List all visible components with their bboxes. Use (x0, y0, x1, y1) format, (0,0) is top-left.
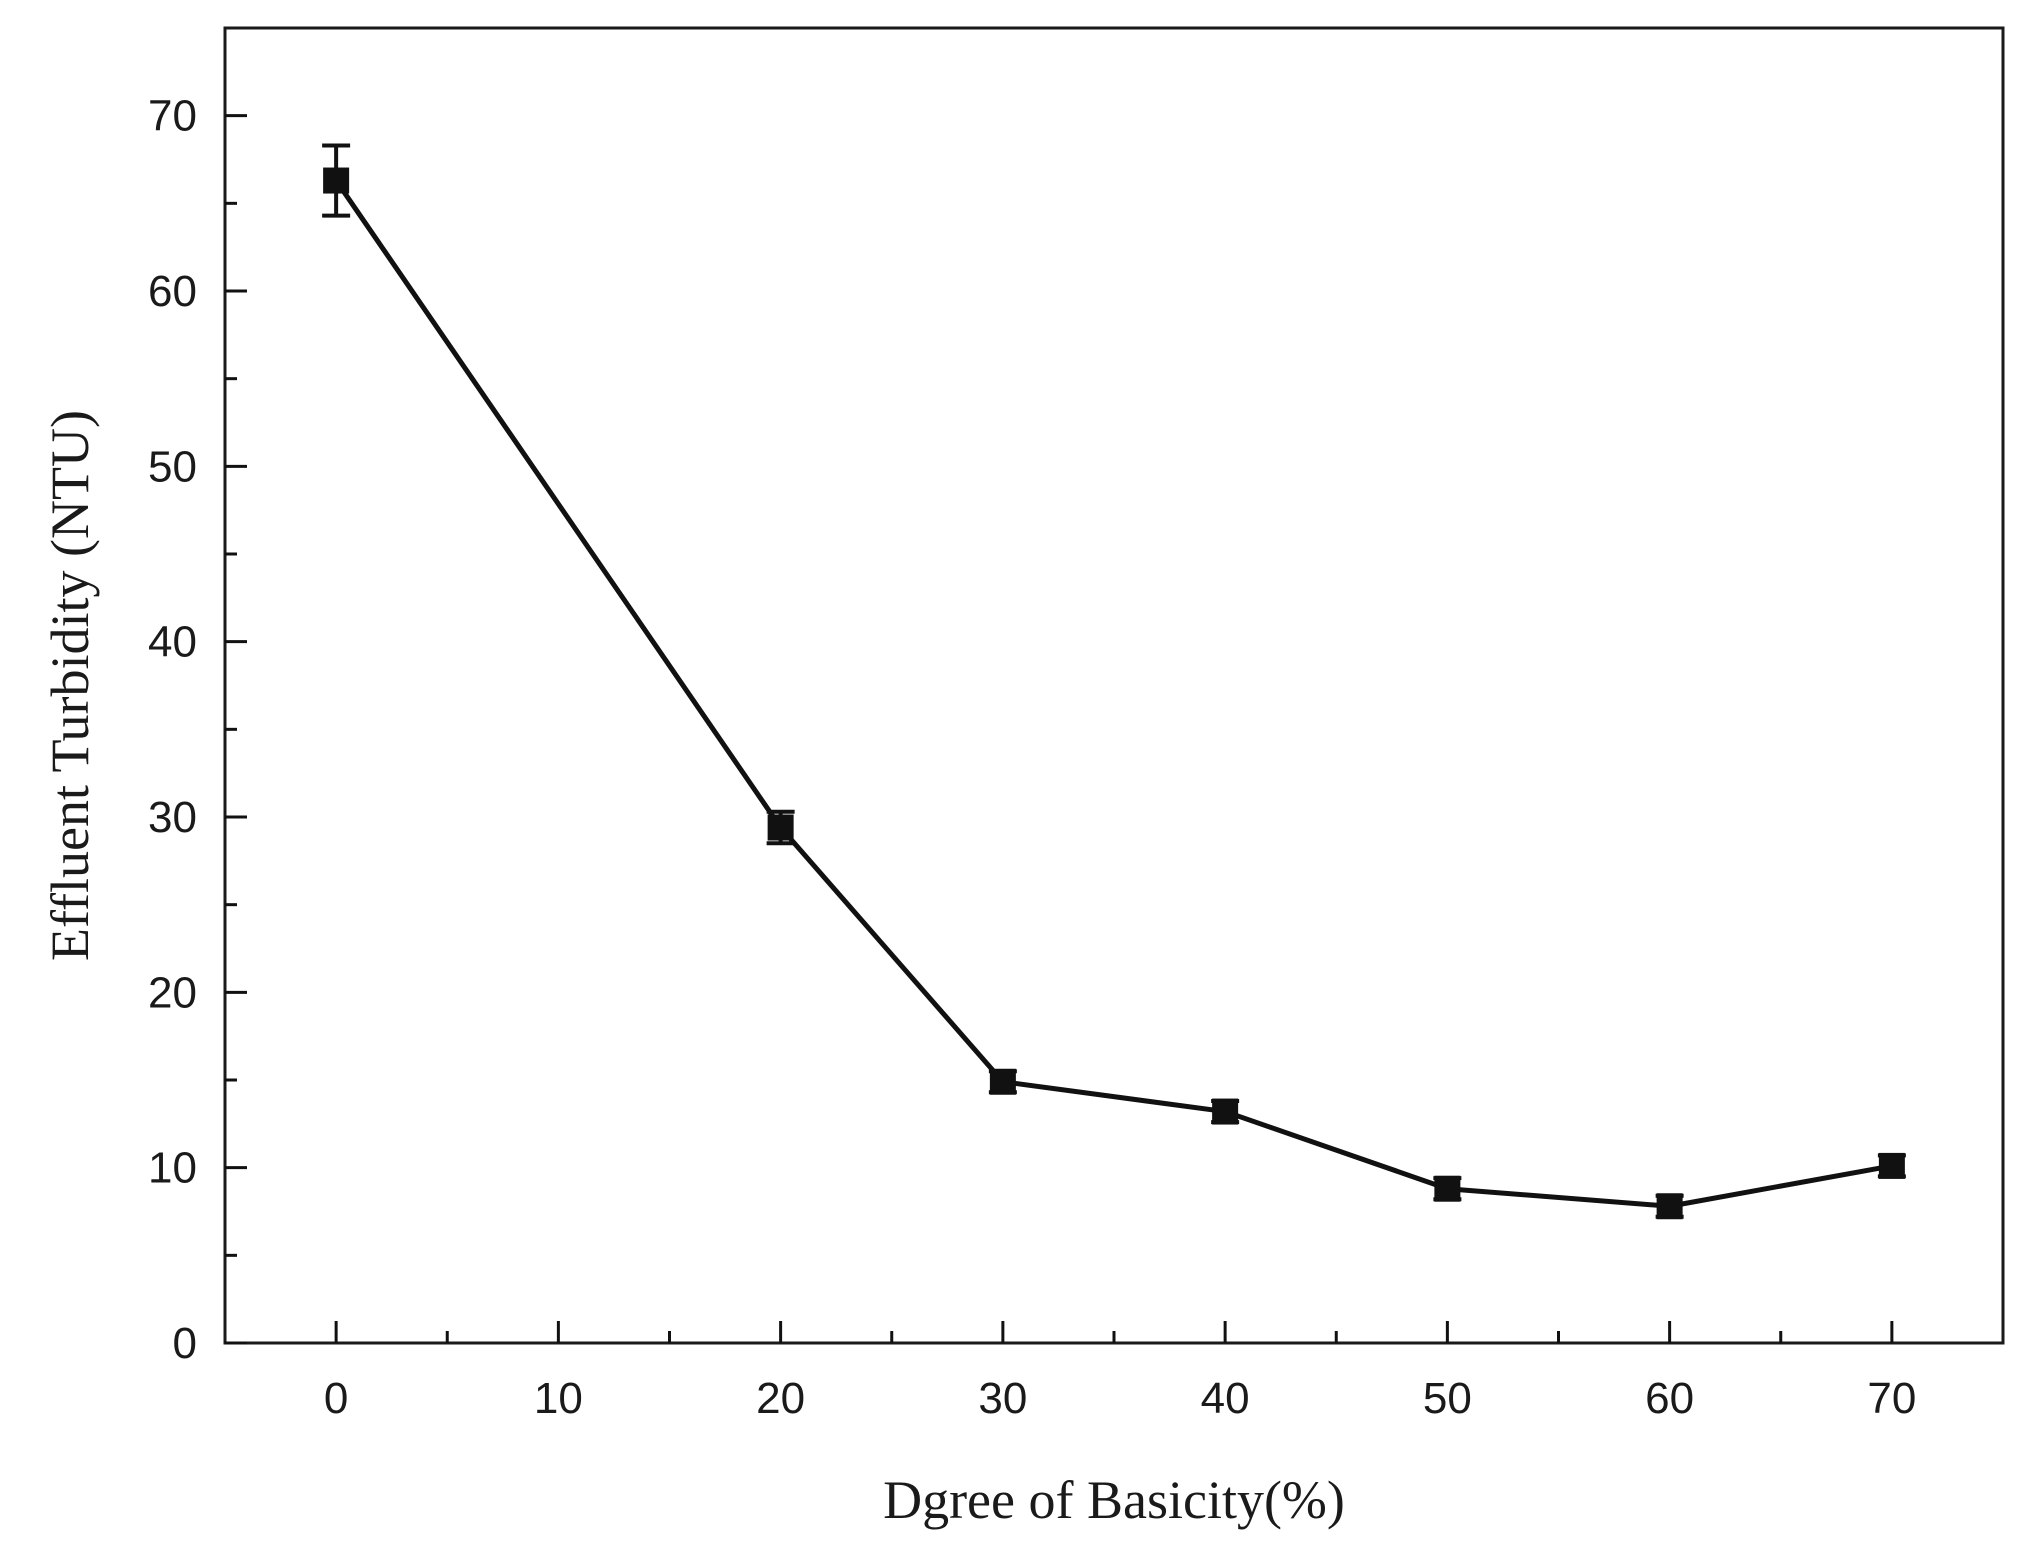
x-tick-label: 70 (1867, 1374, 1916, 1423)
y-tick-label: 30 (148, 793, 197, 842)
data-point-marker (1434, 1175, 1461, 1202)
series-line (334, 179, 1893, 1209)
y-axis-ticks (225, 114, 247, 1345)
x-tick-label: 20 (756, 1374, 805, 1423)
y-tick-label: 40 (148, 618, 197, 667)
y-tick-label: 10 (148, 1144, 197, 1193)
x-tick-labels: 0 10 20 30 40 50 60 70 (324, 1374, 1916, 1423)
y-tick-labels: 0 10 20 30 40 50 60 70 (148, 92, 197, 1368)
y-tick-label: 60 (148, 267, 197, 316)
data-point-marker (323, 167, 350, 194)
y-axis-title: Effluent Turbidity (NTU) (40, 410, 100, 961)
x-axis-ticks (334, 1321, 1894, 1343)
x-tick-label: 30 (978, 1374, 1027, 1423)
plot-frame (223, 26, 2005, 1345)
x-tick-label: 10 (534, 1374, 583, 1423)
data-point-marker (1878, 1152, 1905, 1179)
data-point-marker (989, 1068, 1016, 1095)
x-tick-label: 40 (1201, 1374, 1250, 1423)
series-layer (322, 143, 1906, 1220)
data-point-marker (1656, 1193, 1683, 1220)
x-tick-label: 60 (1645, 1374, 1694, 1423)
x-axis-title: Dgree of Basicity(%) (883, 1470, 1345, 1530)
x-tick-label: 0 (324, 1374, 348, 1423)
data-point-marker (1212, 1098, 1239, 1125)
y-tick-label: 70 (148, 92, 197, 141)
y-tick-label: 0 (173, 1319, 197, 1368)
y-tick-label: 20 (148, 968, 197, 1017)
data-point-marker (767, 814, 794, 841)
y-tick-label: 50 (148, 442, 197, 491)
x-tick-label: 50 (1423, 1374, 1472, 1423)
